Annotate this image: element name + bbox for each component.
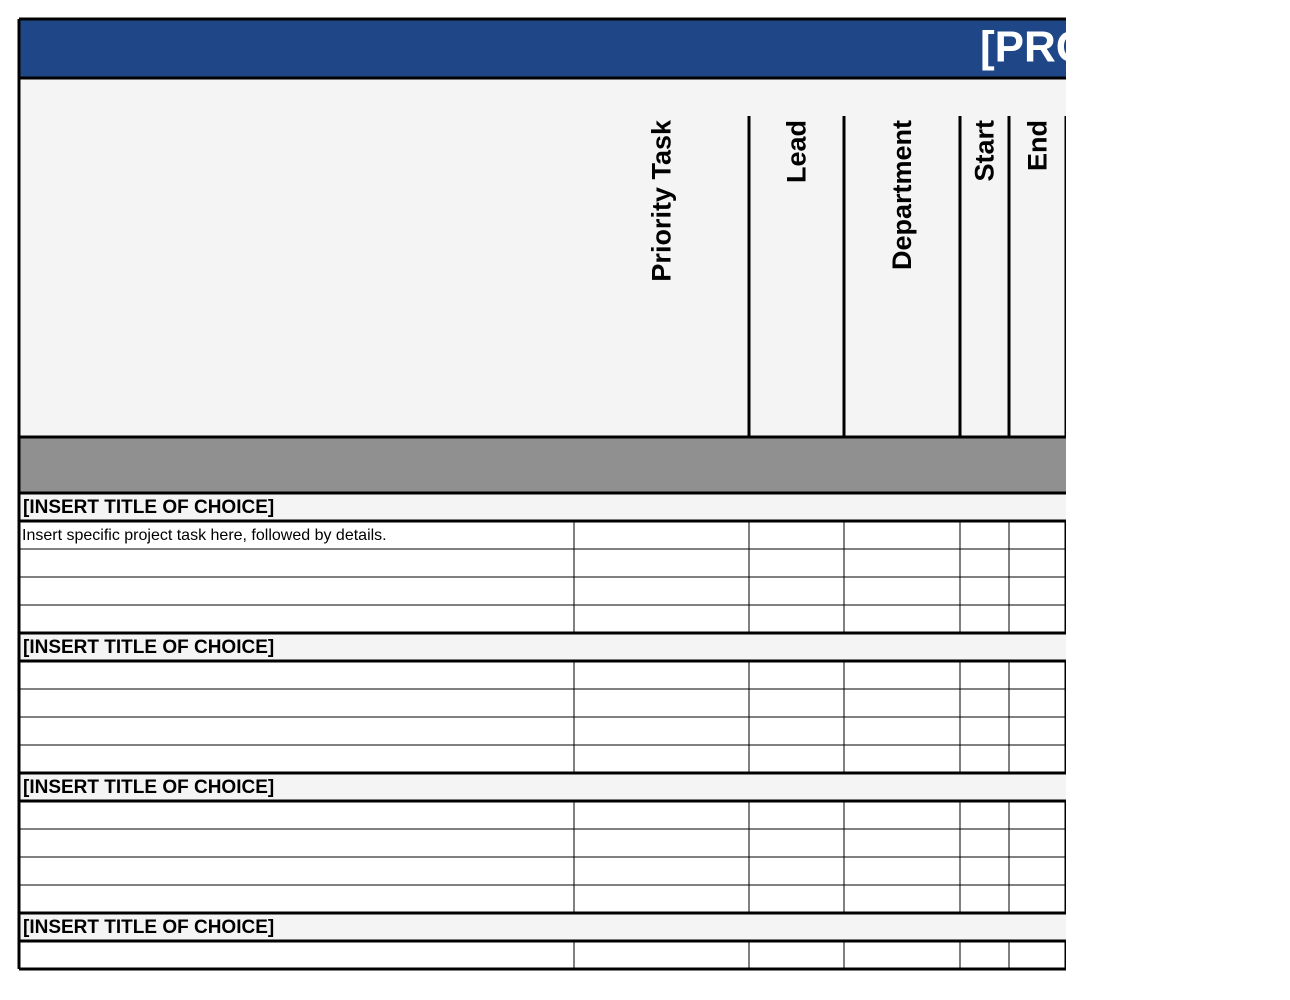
column-header: Lead — [782, 120, 812, 183]
section-title-row — [19, 773, 1066, 801]
section-title-row — [19, 493, 1066, 521]
section-title: [INSERT TITLE OF CHOICE] — [23, 917, 274, 938]
divider-band — [19, 437, 1066, 493]
section-title: [INSERT TITLE OF CHOICE] — [23, 777, 274, 798]
column-header: End — [1023, 120, 1053, 171]
section-title: [INSERT TITLE OF CHOICE] — [23, 497, 274, 518]
banner-title: [PRO — [980, 23, 1090, 72]
section-title-row — [19, 633, 1066, 661]
task-text: Insert specific project task here, follo… — [22, 527, 387, 544]
column-header: Start — [970, 120, 1000, 182]
column-header: Department — [887, 120, 917, 270]
column-header-area — [19, 78, 1066, 437]
sheet-area: [PRO Priority Task Lead Department Start End… — [17, 17, 1090, 971]
section-title: [INSERT TITLE OF CHOICE] — [23, 637, 274, 658]
banner — [19, 19, 1066, 78]
section-title-row — [19, 913, 1066, 941]
column-header: Priority Task — [647, 119, 677, 282]
